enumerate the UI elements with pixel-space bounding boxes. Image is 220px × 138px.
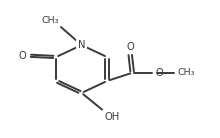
- Text: OH: OH: [104, 112, 120, 122]
- Text: O: O: [18, 51, 26, 61]
- Text: CH₃: CH₃: [41, 16, 59, 25]
- Text: CH₃: CH₃: [177, 68, 195, 77]
- Text: O: O: [126, 42, 134, 52]
- Text: O: O: [155, 68, 163, 78]
- Text: N: N: [78, 40, 85, 50]
